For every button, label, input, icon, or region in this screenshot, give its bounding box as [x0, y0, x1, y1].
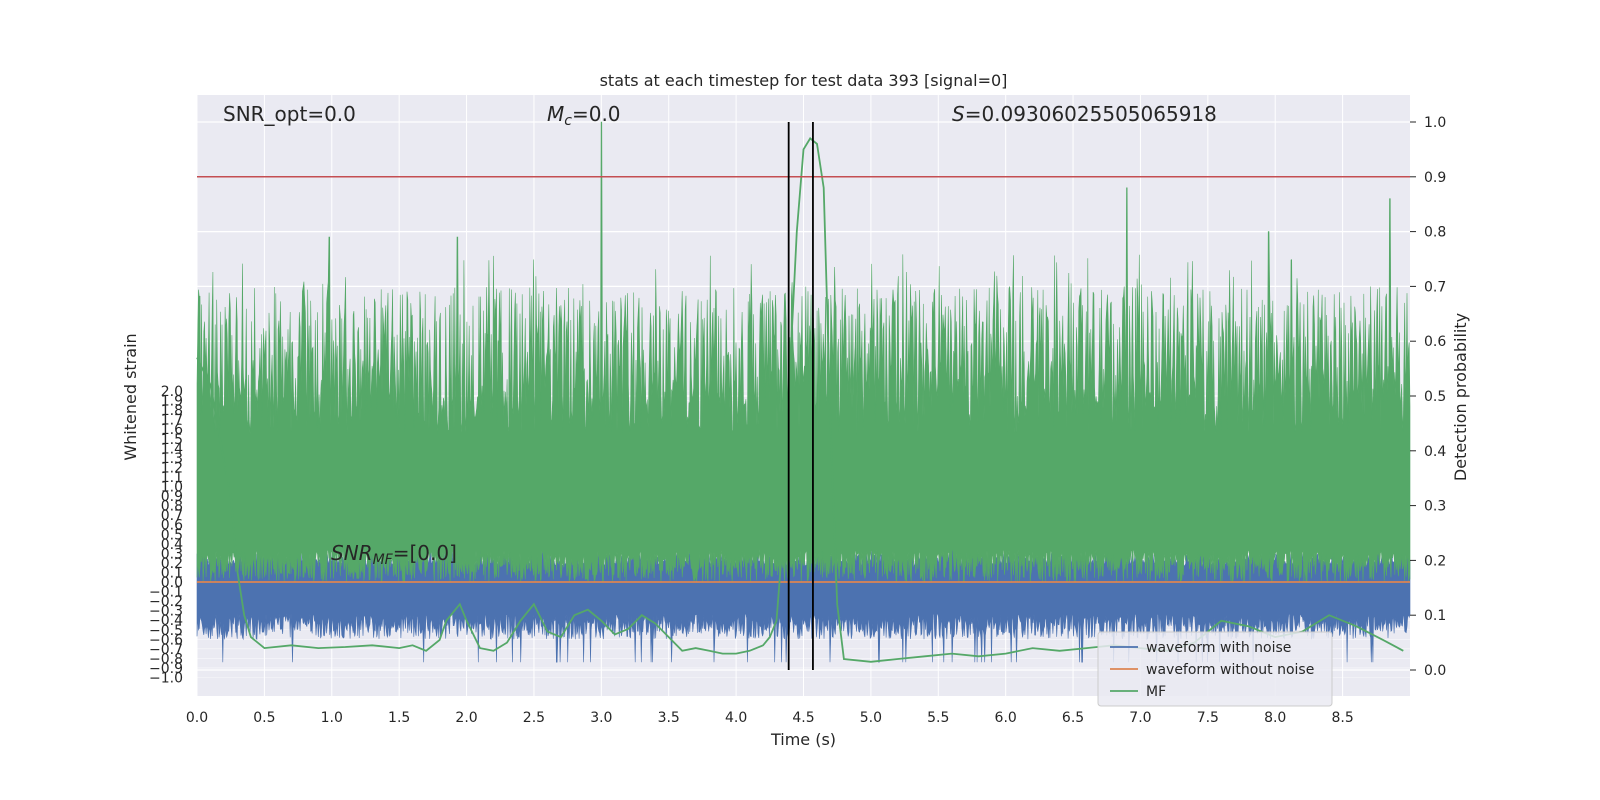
- yl-tick-9: −0.1: [149, 585, 183, 601]
- mf-line: [196, 137, 1404, 663]
- yl-tick-11: 0.1: [161, 565, 183, 581]
- legend-label-noise: waveform with noise: [1146, 640, 1291, 656]
- x-tick-13: 6.5: [1062, 710, 1084, 726]
- mf-series: [196, 137, 1404, 663]
- detection-window: [787, 122, 814, 670]
- x-tick-1: 0.5: [253, 710, 275, 726]
- x-tick-4: 2.0: [455, 710, 477, 726]
- mc-annotation: Mc=0.0: [547, 102, 621, 129]
- yr-tick-3: 0.3: [1424, 499, 1446, 515]
- yl-tick-22: 1.2: [161, 460, 183, 476]
- yl-tick-13: 0.3: [161, 546, 183, 562]
- legend-box: [1097, 631, 1333, 707]
- mf-noise-series: [196, 121, 1411, 584]
- x-tick-16: 8.0: [1264, 710, 1286, 726]
- x-tick-11: 5.5: [927, 710, 949, 726]
- x-tick-3: 1.5: [388, 710, 410, 726]
- x-axis-ticks: 0.0 0.5 1.0 1.5 2.0 2.5 3.0 3.5 4.0 4.5 5.0 5.5 6.0 6…: [186, 710, 1354, 726]
- yl-tick-23: 1.3: [161, 451, 183, 467]
- yl-tick-15: 0.5: [161, 527, 183, 543]
- x-tick-17: 8.5: [1331, 710, 1353, 726]
- legend: waveform with noise waveform without noi…: [1097, 631, 1333, 707]
- yr-tick-8: 0.8: [1424, 225, 1446, 241]
- x-tick-15: 7.5: [1197, 710, 1219, 726]
- yl-tick-16: 0.6: [161, 518, 183, 534]
- yr-tick-2: 0.2: [1424, 553, 1446, 569]
- yl-tick-28: 1.8: [161, 403, 183, 419]
- yr-tick-7: 0.7: [1424, 279, 1446, 295]
- yr-tick-0: 0.0: [1424, 663, 1446, 679]
- snr-mf-value: =[0.0]: [393, 541, 457, 565]
- yl-tick-5: −0.5: [149, 623, 183, 639]
- yl-tick-30: 2.0: [161, 384, 183, 400]
- x-tick-6: 3.0: [590, 710, 612, 726]
- x-tick-0: 0.0: [186, 710, 208, 726]
- right-axis-ticks: 0.0 0.1 0.2 0.3 0.4 0.5 0.6 0.7 0.8 0.9 1.0: [1410, 115, 1446, 679]
- mf-noise-band: [196, 121, 1411, 584]
- yl-tick-1: −0.9: [149, 661, 183, 677]
- yr-tick-1: 0.1: [1424, 608, 1446, 624]
- x-tick-12: 6.0: [995, 710, 1017, 726]
- yl-tick-6: −0.4: [149, 613, 183, 629]
- yl-tick-20: 1.0: [161, 480, 183, 496]
- left-axis-ticks: −1.0−0.9−0.8−0.7−0.6−0.5−0.4−0.3−0.2−0.1…: [149, 384, 183, 687]
- yl-tick-2: −0.8: [149, 651, 183, 667]
- legend-label-clean: waveform without noise: [1146, 662, 1314, 678]
- yl-tick-19: 0.9: [161, 489, 183, 505]
- yr-tick-10: 1.0: [1424, 115, 1446, 131]
- right-axis-label: Detection probability: [1451, 313, 1470, 481]
- yl-tick-25: 1.5: [161, 432, 183, 448]
- yl-tick-14: 0.4: [161, 537, 183, 553]
- yl-tick-3: −0.7: [149, 642, 183, 658]
- yl-tick-17: 0.7: [161, 508, 183, 524]
- chart-title: stats at each timestep for test data 393…: [600, 71, 1008, 90]
- yl-tick-0: −1.0: [149, 671, 183, 687]
- snr-mf-annotation: SNRMF=[0.0]: [331, 541, 457, 568]
- yr-tick-5: 0.5: [1424, 389, 1446, 405]
- yl-tick-7: −0.3: [149, 604, 183, 620]
- yl-tick-8: −0.2: [149, 594, 183, 610]
- yl-tick-21: 1.1: [161, 470, 183, 486]
- x-tick-2: 1.0: [321, 710, 343, 726]
- yl-tick-18: 0.8: [161, 499, 183, 515]
- yr-tick-4: 0.4: [1424, 444, 1446, 460]
- yl-tick-29: 1.9: [161, 394, 183, 410]
- x-tick-14: 7.0: [1129, 710, 1151, 726]
- yl-tick-4: −0.6: [149, 632, 183, 648]
- x-tick-5: 2.5: [523, 710, 545, 726]
- mc-value: =0.0: [572, 102, 621, 126]
- x-tick-7: 3.5: [658, 710, 680, 726]
- legend-label-mf: MF: [1146, 684, 1166, 700]
- x-tick-9: 4.5: [792, 710, 814, 726]
- yl-tick-10: 0.0: [161, 575, 183, 591]
- x-axis-label: Time (s): [770, 730, 836, 749]
- snr-opt-annotation: SNR_opt=0.0: [223, 102, 356, 126]
- yl-tick-27: 1.7: [161, 413, 183, 429]
- x-tick-8: 4.0: [725, 710, 747, 726]
- s-annotation: S=0.09306025505065918: [952, 102, 1217, 126]
- yl-tick-12: 0.2: [161, 556, 183, 572]
- yr-tick-9: 0.9: [1424, 170, 1446, 186]
- left-axis-label: Whitened strain: [121, 333, 140, 460]
- yr-tick-6: 0.6: [1424, 334, 1446, 350]
- yl-tick-24: 1.4: [161, 441, 183, 457]
- s-value: =0.09306025505065918: [965, 102, 1217, 126]
- yl-tick-26: 1.6: [161, 422, 183, 438]
- x-tick-10: 5.0: [860, 710, 882, 726]
